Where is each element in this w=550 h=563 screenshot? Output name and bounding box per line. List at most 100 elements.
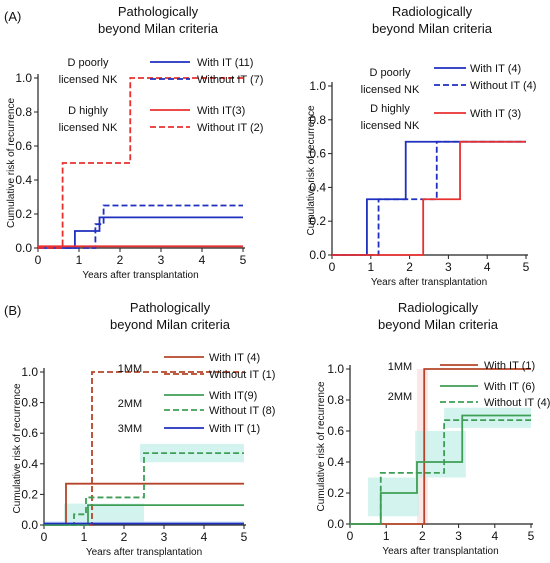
legend-group-label: 2MM [118, 398, 142, 410]
x-tick-label: 2 [121, 530, 128, 544]
chart-title-line-2: beyond Milan criteria [98, 21, 219, 36]
x-tick-label: 2 [406, 260, 413, 274]
x-tick-label: 0 [41, 530, 48, 544]
series-line [350, 368, 531, 525]
legend-entry: Without IT (4) [484, 397, 550, 409]
series-line [38, 216, 243, 249]
shaded-band [415, 431, 466, 478]
series-line [332, 140, 526, 256]
legend-entry: Without IT (1) [209, 369, 275, 381]
y-tick-label: 1.0 [21, 365, 38, 379]
legend-entry: Without IT (4) [470, 80, 536, 92]
y-axis-label: Cumulative risk of recurrence [306, 105, 317, 235]
x-tick-label: 3 [161, 530, 168, 544]
legend-group-label: 3MM [118, 423, 142, 435]
y-tick-label: 1.0 [327, 362, 344, 376]
legend-entry: With IT (4) [209, 352, 260, 364]
legend-group-label: licensed NK [361, 84, 420, 96]
y-tick-label: 0.0 [327, 517, 344, 531]
y-tick-label: 0.8 [15, 105, 32, 119]
legend-group-label: D highly [370, 103, 410, 115]
y-tick-label: 0.0 [15, 241, 32, 255]
y-tick-label: 0.6 [327, 424, 344, 438]
legend-entry: Without IT (7) [197, 74, 263, 86]
legend-group-label: D poorly [68, 57, 109, 69]
x-tick-label: 1 [383, 529, 390, 543]
legend-group-label: licensed NK [59, 122, 118, 134]
legend-entry: With IT (1) [484, 360, 535, 372]
legend-entry: Without IT (8) [209, 405, 275, 417]
y-tick-label: 0.8 [327, 393, 344, 407]
x-axis-label: Years after transplantation [82, 270, 198, 281]
y-tick-label: 0.8 [309, 113, 326, 127]
legend-group-label: licensed NK [59, 74, 118, 86]
legend-entry: With IT (6) [484, 381, 535, 393]
chart-b-left: Pathologically beyond Milan criteria 0 1 2… [12, 300, 275, 558]
legend-group-label: D poorly [370, 67, 411, 79]
legend-group-label: licensed NK [361, 120, 420, 132]
y-tick-label: 0.0 [21, 518, 38, 532]
y-tick-label: 0.4 [15, 173, 32, 187]
y-tick-label: 0.2 [327, 486, 344, 500]
x-tick-label: 5 [523, 260, 530, 274]
y-tick-label: 0.4 [327, 455, 344, 469]
legend-group-label: D highly [68, 105, 108, 117]
shaded-band [368, 477, 419, 517]
legend-group-label: 1MM [118, 363, 142, 375]
y-tick-label: 1.0 [15, 71, 32, 85]
y-tick-label: 0.2 [309, 214, 326, 228]
y-tick-label: 1.0 [309, 79, 326, 93]
legend-entry: With IT (11) [197, 57, 253, 69]
y-tick-label: 0.6 [15, 139, 32, 153]
chart-title-line-2: beyond Milan criteria [372, 21, 493, 36]
x-tick-label: 1 [81, 530, 88, 544]
x-axis-label: Years after transplantation [86, 547, 202, 558]
x-tick-label: 3 [455, 529, 462, 543]
x-tick-label: 4 [484, 260, 491, 274]
y-tick-label: 0.4 [309, 180, 326, 194]
panel-label-a: (A) [4, 9, 21, 24]
chart-title-line-2: beyond Milan criteria [110, 317, 231, 332]
x-tick-label: 0 [35, 253, 42, 267]
x-axis-label: Years after transplantation [371, 277, 487, 288]
series-line [350, 419, 531, 525]
x-tick-label: 5 [528, 529, 535, 543]
x-tick-label: 4 [199, 253, 206, 267]
shaded-band [444, 407, 531, 428]
legend-group-label: 2MM [388, 391, 412, 403]
x-tick-label: 5 [240, 253, 247, 267]
y-tick-label: 0.6 [21, 426, 38, 440]
x-tick-label: 1 [367, 260, 374, 274]
x-tick-label: 5 [241, 530, 248, 544]
chart-a-left: Pathologically beyond Milan criteria 0 1 2… [6, 4, 263, 281]
shaded-band [64, 503, 144, 525]
legend-entry: With IT (4) [470, 63, 521, 75]
series-line [38, 77, 243, 249]
y-axis-label: Cumulative risk of recurrence [12, 383, 23, 513]
chart-title-line-1: Radiologically [398, 300, 479, 315]
panel-label-b: (B) [4, 303, 21, 318]
x-tick-label: 4 [201, 530, 208, 544]
x-tick-label: 2 [117, 253, 124, 267]
chart-title-line-1: Pathologically [130, 300, 211, 315]
x-tick-label: 3 [158, 253, 165, 267]
legend-entry: With IT (1) [209, 423, 260, 435]
chart-title-line-2: beyond Milan criteria [378, 317, 499, 332]
y-axis-label: Cumulative risk of recurrence [6, 98, 17, 228]
y-tick-label: 0.8 [21, 396, 38, 410]
legend-group-label: 1MM [388, 361, 412, 373]
y-tick-label: 0.0 [309, 248, 326, 262]
x-tick-label: 0 [347, 529, 354, 543]
series-line [350, 414, 531, 525]
x-tick-label: 4 [491, 529, 498, 543]
series-line [38, 204, 243, 249]
y-tick-label: 0.2 [21, 487, 38, 501]
legend-entry: Without IT (2) [197, 122, 263, 134]
y-axis-label: Cumulative risk of recurrence [316, 381, 327, 511]
chart-a-right: Radiologically beyond Milan criteria 0 1 2… [306, 4, 536, 288]
chart-b-right: Radiologically beyond Milan criteria 0 1 2… [316, 300, 550, 557]
x-axis-label: Years after transplantation [382, 546, 498, 557]
legend-entry: With IT(3) [197, 105, 245, 117]
x-tick-label: 3 [445, 260, 452, 274]
